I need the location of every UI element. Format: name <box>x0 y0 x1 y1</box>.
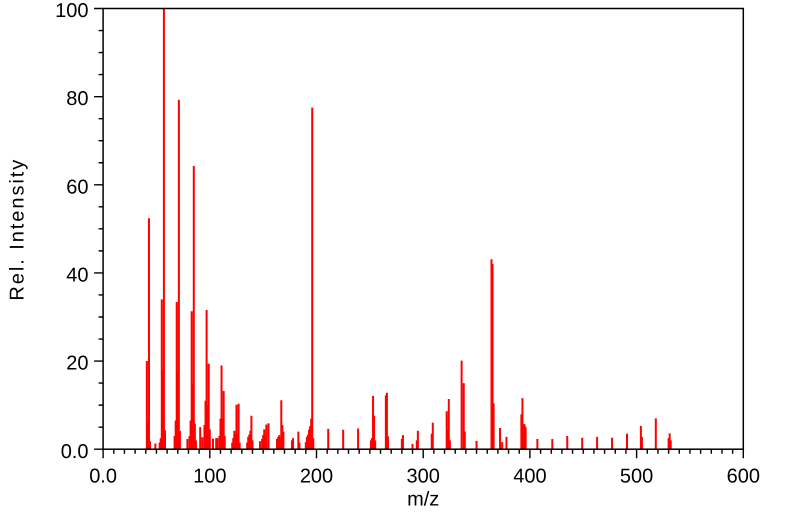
svg-text:600: 600 <box>727 465 760 487</box>
svg-text:0.0: 0.0 <box>89 465 117 487</box>
svg-text:300: 300 <box>407 465 440 487</box>
svg-text:400: 400 <box>513 465 546 487</box>
svg-text:100: 100 <box>193 465 226 487</box>
svg-text:Rel. Intensity: Rel. Intensity <box>6 158 28 301</box>
svg-text:80: 80 <box>66 88 88 110</box>
svg-text:200: 200 <box>300 465 333 487</box>
svg-text:100: 100 <box>55 0 88 22</box>
svg-text:20: 20 <box>66 353 88 375</box>
svg-text:500: 500 <box>620 465 653 487</box>
svg-text:60: 60 <box>66 176 88 198</box>
svg-text:0.0: 0.0 <box>61 441 89 463</box>
svg-text:40: 40 <box>66 265 88 287</box>
svg-text:m/z: m/z <box>407 489 439 511</box>
